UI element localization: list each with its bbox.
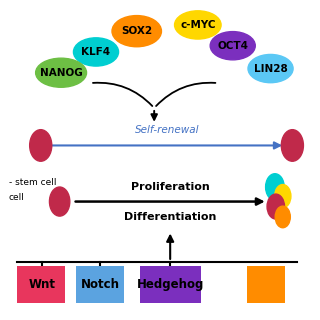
Text: NANOG: NANOG [40, 68, 83, 78]
FancyBboxPatch shape [247, 266, 285, 303]
Text: - stem cell: - stem cell [9, 178, 56, 187]
Circle shape [275, 185, 291, 208]
Text: LIN28: LIN28 [254, 64, 287, 74]
Ellipse shape [112, 16, 162, 47]
FancyBboxPatch shape [18, 266, 66, 303]
Circle shape [275, 206, 290, 228]
Ellipse shape [210, 32, 255, 60]
Text: Hedgehog: Hedgehog [137, 278, 204, 291]
FancyBboxPatch shape [76, 266, 124, 303]
Text: OCT4: OCT4 [217, 41, 248, 51]
Text: Wnt: Wnt [29, 278, 56, 291]
FancyBboxPatch shape [140, 266, 201, 303]
Text: cell: cell [9, 193, 25, 202]
Text: Proliferation: Proliferation [131, 182, 210, 192]
Ellipse shape [174, 11, 221, 39]
Ellipse shape [36, 58, 86, 87]
Text: c-MYC: c-MYC [180, 20, 216, 30]
Text: SOX2: SOX2 [121, 26, 152, 36]
Ellipse shape [74, 38, 118, 66]
Text: Self-renewal: Self-renewal [135, 125, 200, 135]
Text: KLF4: KLF4 [81, 47, 111, 57]
Text: Differentiation: Differentiation [124, 212, 216, 222]
Text: Notch: Notch [81, 278, 120, 291]
Ellipse shape [248, 54, 293, 83]
Circle shape [267, 194, 284, 219]
Circle shape [266, 174, 284, 200]
Circle shape [281, 130, 303, 161]
Circle shape [30, 130, 52, 161]
Circle shape [50, 187, 70, 216]
